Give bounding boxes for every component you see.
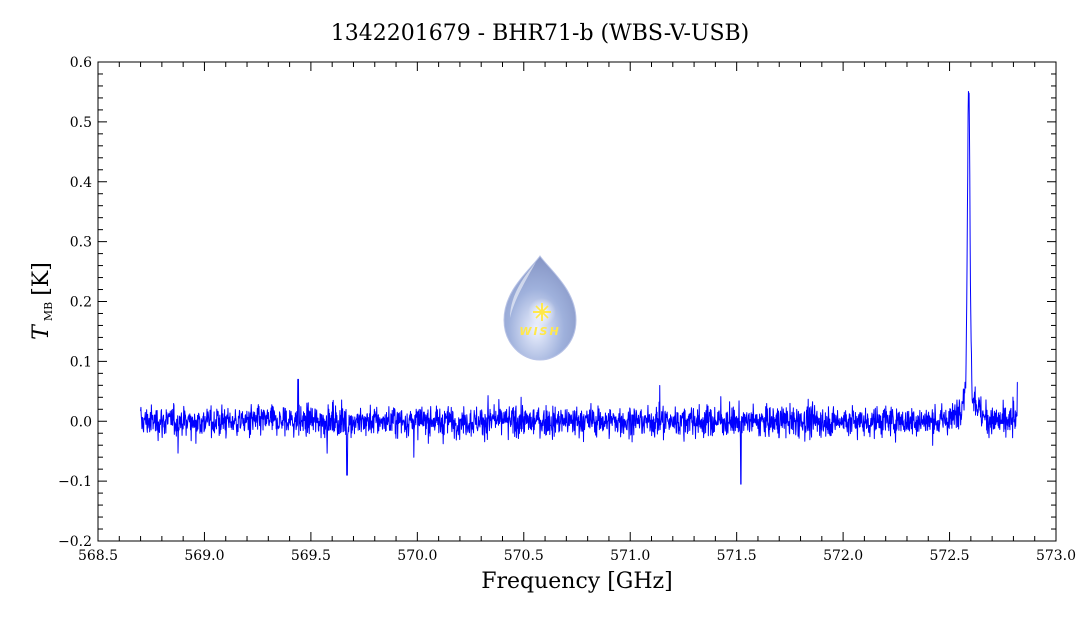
- x-tick-label: 569.0: [184, 548, 224, 564]
- y-tick-label: 0.1: [70, 354, 92, 370]
- y-tick-label: 0.5: [70, 115, 92, 131]
- y-tick-labels: −0.2 −0.1 0.0 0.1 0.2 0.3 0.4 0.5 0.6: [58, 55, 92, 550]
- x-ticks: [97, 62, 1057, 541]
- y-axis-label: T MB [K]: [29, 262, 55, 340]
- y-tick-label: −0.1: [58, 474, 92, 490]
- x-tick-label: 570.0: [397, 548, 437, 564]
- y-axis-symbol: T: [29, 323, 54, 340]
- spectrum-line: [140, 90, 1018, 485]
- star-icon: [533, 303, 551, 321]
- y-axis-subscript: MB: [42, 302, 55, 321]
- svg-text:TMB[K]: T MB [K]: [29, 262, 55, 340]
- y-tick-label: 0.6: [70, 55, 92, 71]
- x-tick-label: 568.5: [78, 548, 118, 564]
- x-tick-label: 571.5: [717, 548, 757, 564]
- y-tick-label: −0.2: [58, 534, 92, 550]
- logo-text: WISH: [519, 325, 560, 338]
- x-tick-label: 570.5: [504, 548, 544, 564]
- plot-frame: [97, 61, 1057, 542]
- x-axis-label: Frequency [GHz]: [481, 569, 673, 594]
- y-axis-unit: [K]: [29, 262, 54, 296]
- wish-logo: WISH: [503, 255, 577, 361]
- y-tick-label: 0.0: [70, 414, 92, 430]
- y-ticks: [98, 61, 1056, 542]
- x-tick-label: 572.0: [823, 548, 863, 564]
- x-tick-label: 572.5: [930, 548, 970, 564]
- y-tick-label: 0.2: [70, 295, 92, 311]
- x-tick-label: 571.0: [610, 548, 650, 564]
- chart-title: 1342201679 - BHR71-b (WBS-V-USB): [331, 21, 750, 46]
- y-tick-label: 0.3: [70, 235, 92, 251]
- y-tick-label: 0.4: [70, 175, 92, 191]
- x-tick-label: 573.0: [1036, 548, 1076, 564]
- x-tick-label: 569.5: [291, 548, 331, 564]
- x-tick-labels: 568.5 569.0 569.5 570.0 570.5 571.0 571.5 572.0…: [78, 548, 1076, 564]
